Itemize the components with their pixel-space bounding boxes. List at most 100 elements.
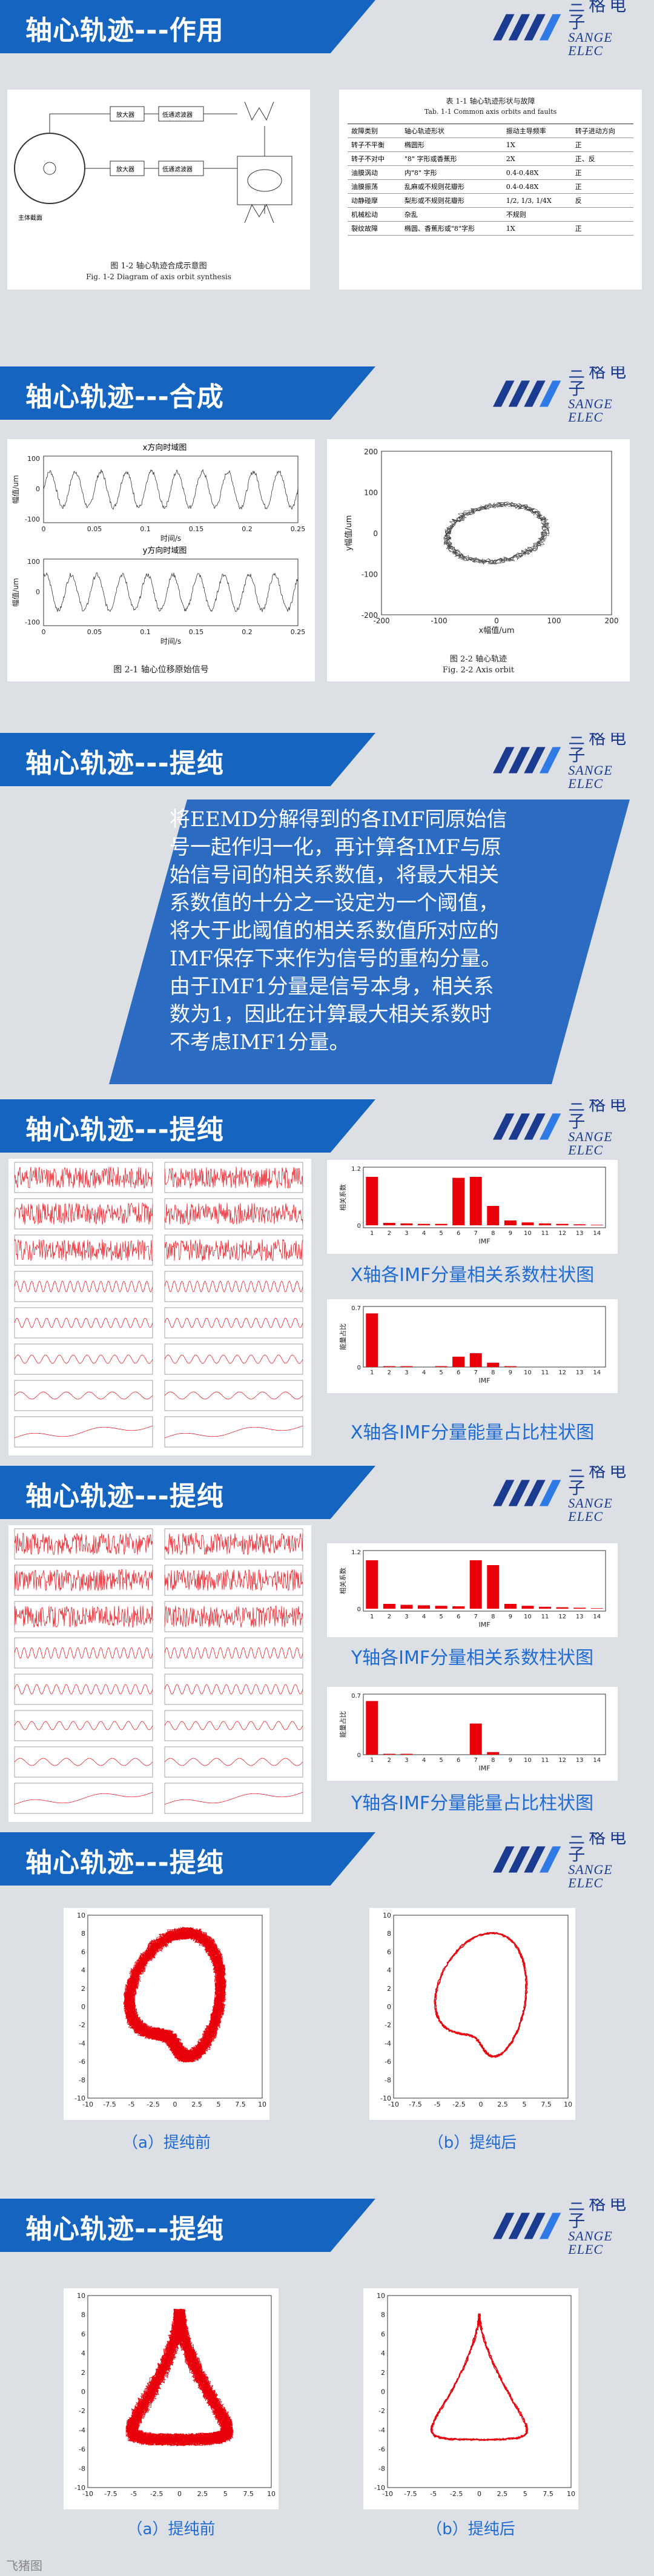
figure-caption: 图 2-1 轴心位移原始信号: [113, 665, 209, 675]
y-tick-label: 0: [81, 2003, 85, 2011]
y-axis-label: y幅值/um: [344, 515, 354, 551]
x-tick-label: 7.5: [235, 2101, 246, 2108]
table-cell: 正: [571, 179, 633, 194]
x-tick-label: 7: [474, 1757, 478, 1764]
figure-axis-orbit: -200 -100 0 100 200 200 100 0 -100 -200 x幅值/um y幅值/…: [327, 439, 630, 681]
x-tick-label: 10: [524, 1230, 532, 1237]
imf-frame: [14, 1601, 153, 1632]
y-tick-label: -10: [74, 2484, 85, 2492]
x-tick-label: 3: [405, 1757, 408, 1764]
x-axis-label: IMF: [478, 1764, 490, 1772]
bar: [383, 1604, 395, 1609]
y-tick-label: 6: [81, 2330, 85, 2338]
x-tick-label: 3: [405, 1614, 408, 1620]
x-tick-label: -7.5: [409, 2101, 421, 2108]
x-tick-label: 2.5: [497, 2101, 508, 2108]
slide-1: 轴心轨迹---作用 三格电子 SANGE ELEC: [0, 0, 654, 363]
x-axis-label: 时间/s: [160, 534, 181, 543]
x-tick-label: 2: [388, 1230, 391, 1237]
y-tick-label: 0: [357, 1606, 361, 1613]
watermark: 飞猪图: [6, 2558, 42, 2573]
imf-signal-grid: [8, 1525, 311, 1822]
chart-frame: [363, 1167, 606, 1228]
x-tick-label: -200: [373, 617, 389, 625]
x-tick-label: 14: [593, 1369, 601, 1376]
plot-frame: [43, 558, 299, 626]
brand-en: SANGE ELEC: [568, 2228, 613, 2257]
imf-line: [14, 1792, 153, 1805]
bar: [469, 1723, 482, 1755]
y-tick-label: 0.7: [351, 1305, 361, 1312]
x-tick-label: 10: [524, 1614, 532, 1620]
y-tick-label: 2: [81, 1985, 85, 1993]
slide-title: 轴心轨迹---提纯: [25, 1481, 224, 1512]
imf-line: [164, 1391, 303, 1400]
imf-line: [14, 1354, 153, 1364]
bar: [435, 1366, 448, 1367]
y-tick-label: 0: [357, 1365, 361, 1371]
y-tick-label: 2: [381, 2369, 385, 2377]
x-tick-label: 7.5: [243, 2490, 254, 2498]
table-cell: 反: [571, 193, 633, 208]
table-header-row: 故障类别 轴心轨迹形状 振动主导频率 转子进动方向: [348, 124, 633, 138]
bar: [400, 1753, 413, 1755]
y-axis-label: 幅值/um: [11, 475, 20, 503]
imf-line: [14, 1758, 153, 1766]
faults-table: 故障类别 轴心轨迹形状 振动主导频率 转子进动方向 转子不平衡 椭圆形 1X 正 转子…: [348, 124, 633, 236]
table-row: 油膜涡动 内"8" 字形 0.4-0.48X 正: [348, 165, 633, 180]
y-tick-label: 1.2: [351, 1549, 361, 1556]
x-tick-label: 0: [173, 2101, 177, 2108]
x-tick-label: 0: [42, 525, 46, 533]
x-tick-label: 11: [541, 1614, 549, 1620]
y-tick-label: -4: [378, 2426, 385, 2434]
x-tick-label: 0.15: [189, 628, 204, 636]
x-tick-label: 10: [267, 2490, 276, 2498]
imf-line: [164, 1354, 303, 1364]
y-tick-label: 100: [364, 489, 378, 497]
table-cell: 2X: [502, 151, 572, 166]
y-tick-label: -2: [385, 2021, 391, 2029]
brand-logo: 三格电子 SANGE ELEC: [493, 1099, 650, 1157]
bar: [504, 1604, 517, 1609]
x-tick-label: -5: [430, 2490, 437, 2498]
table-cell: 1X: [502, 137, 572, 152]
orbit-line: [444, 502, 550, 564]
y-axis-label: 幅值/um: [11, 578, 20, 606]
figure-axis-synthesis: 主体截面 放大器 低通滤波器 放大器 低通滤波器 图 1-2 轴心轨迹合成示意图…: [7, 90, 310, 290]
orbit-before-plot: -10 -7.5 -5 -2.5 0 2.5 5 7.5 10 10 8 6 4 2 0 -2 -4 -6 -8 -1…: [74, 2292, 276, 2498]
corr-chart-panel: 1 2 3 4 5 6 7 8 9 10 11 12 13 14 1.2 0 IMF 相关系数: [327, 1543, 618, 1637]
x-tick-label: 2: [388, 1614, 391, 1620]
slide-banner: [0, 1832, 375, 1886]
imf-frame: [14, 1198, 153, 1230]
table-title-en: Tab. 1-1 Common axis orbits and faults: [424, 108, 557, 116]
imf-line: [164, 1167, 303, 1189]
chart-caption: X轴各IMF分量能量占比柱状图: [350, 1422, 595, 1443]
chart-caption: Y轴各IMF分量相关系数柱状图: [351, 1647, 594, 1669]
table-cell: 杂乱: [400, 207, 503, 222]
imf-line: [14, 1391, 153, 1400]
slide-title: 轴心轨迹---提纯: [25, 1847, 224, 1878]
y-tick-label: -2: [79, 2407, 85, 2415]
imf-frame: [164, 1162, 303, 1193]
y-tick-label: -200: [362, 611, 378, 620]
signal-line: [43, 572, 299, 612]
x-tick-label: 0: [177, 2490, 182, 2498]
bar: [487, 1362, 500, 1367]
x-tick-label: 14: [593, 1614, 601, 1620]
x-tick-label: 2: [388, 1757, 391, 1764]
x-tick-label: 5: [523, 2490, 527, 2498]
y-tick-label: 4: [81, 1967, 85, 1975]
x-tick-label: 4: [422, 1614, 426, 1620]
brand-en: SANGE ELEC: [568, 1862, 613, 1890]
x-tick-label: 1: [370, 1230, 374, 1237]
table-cell: 梨形或不规则花瓣形: [400, 193, 503, 208]
plot-frame: [393, 1915, 569, 2099]
bar: [487, 1565, 500, 1609]
logo-mark-icon: [493, 14, 561, 41]
imf-line: [14, 1684, 153, 1695]
slide-title: 轴心轨迹---合成: [25, 382, 224, 412]
imf-signals: [14, 1162, 303, 1448]
imf-line: [164, 1532, 303, 1555]
x-tick-label: 4: [422, 1230, 426, 1237]
x-tick-label: 0.05: [87, 628, 102, 636]
